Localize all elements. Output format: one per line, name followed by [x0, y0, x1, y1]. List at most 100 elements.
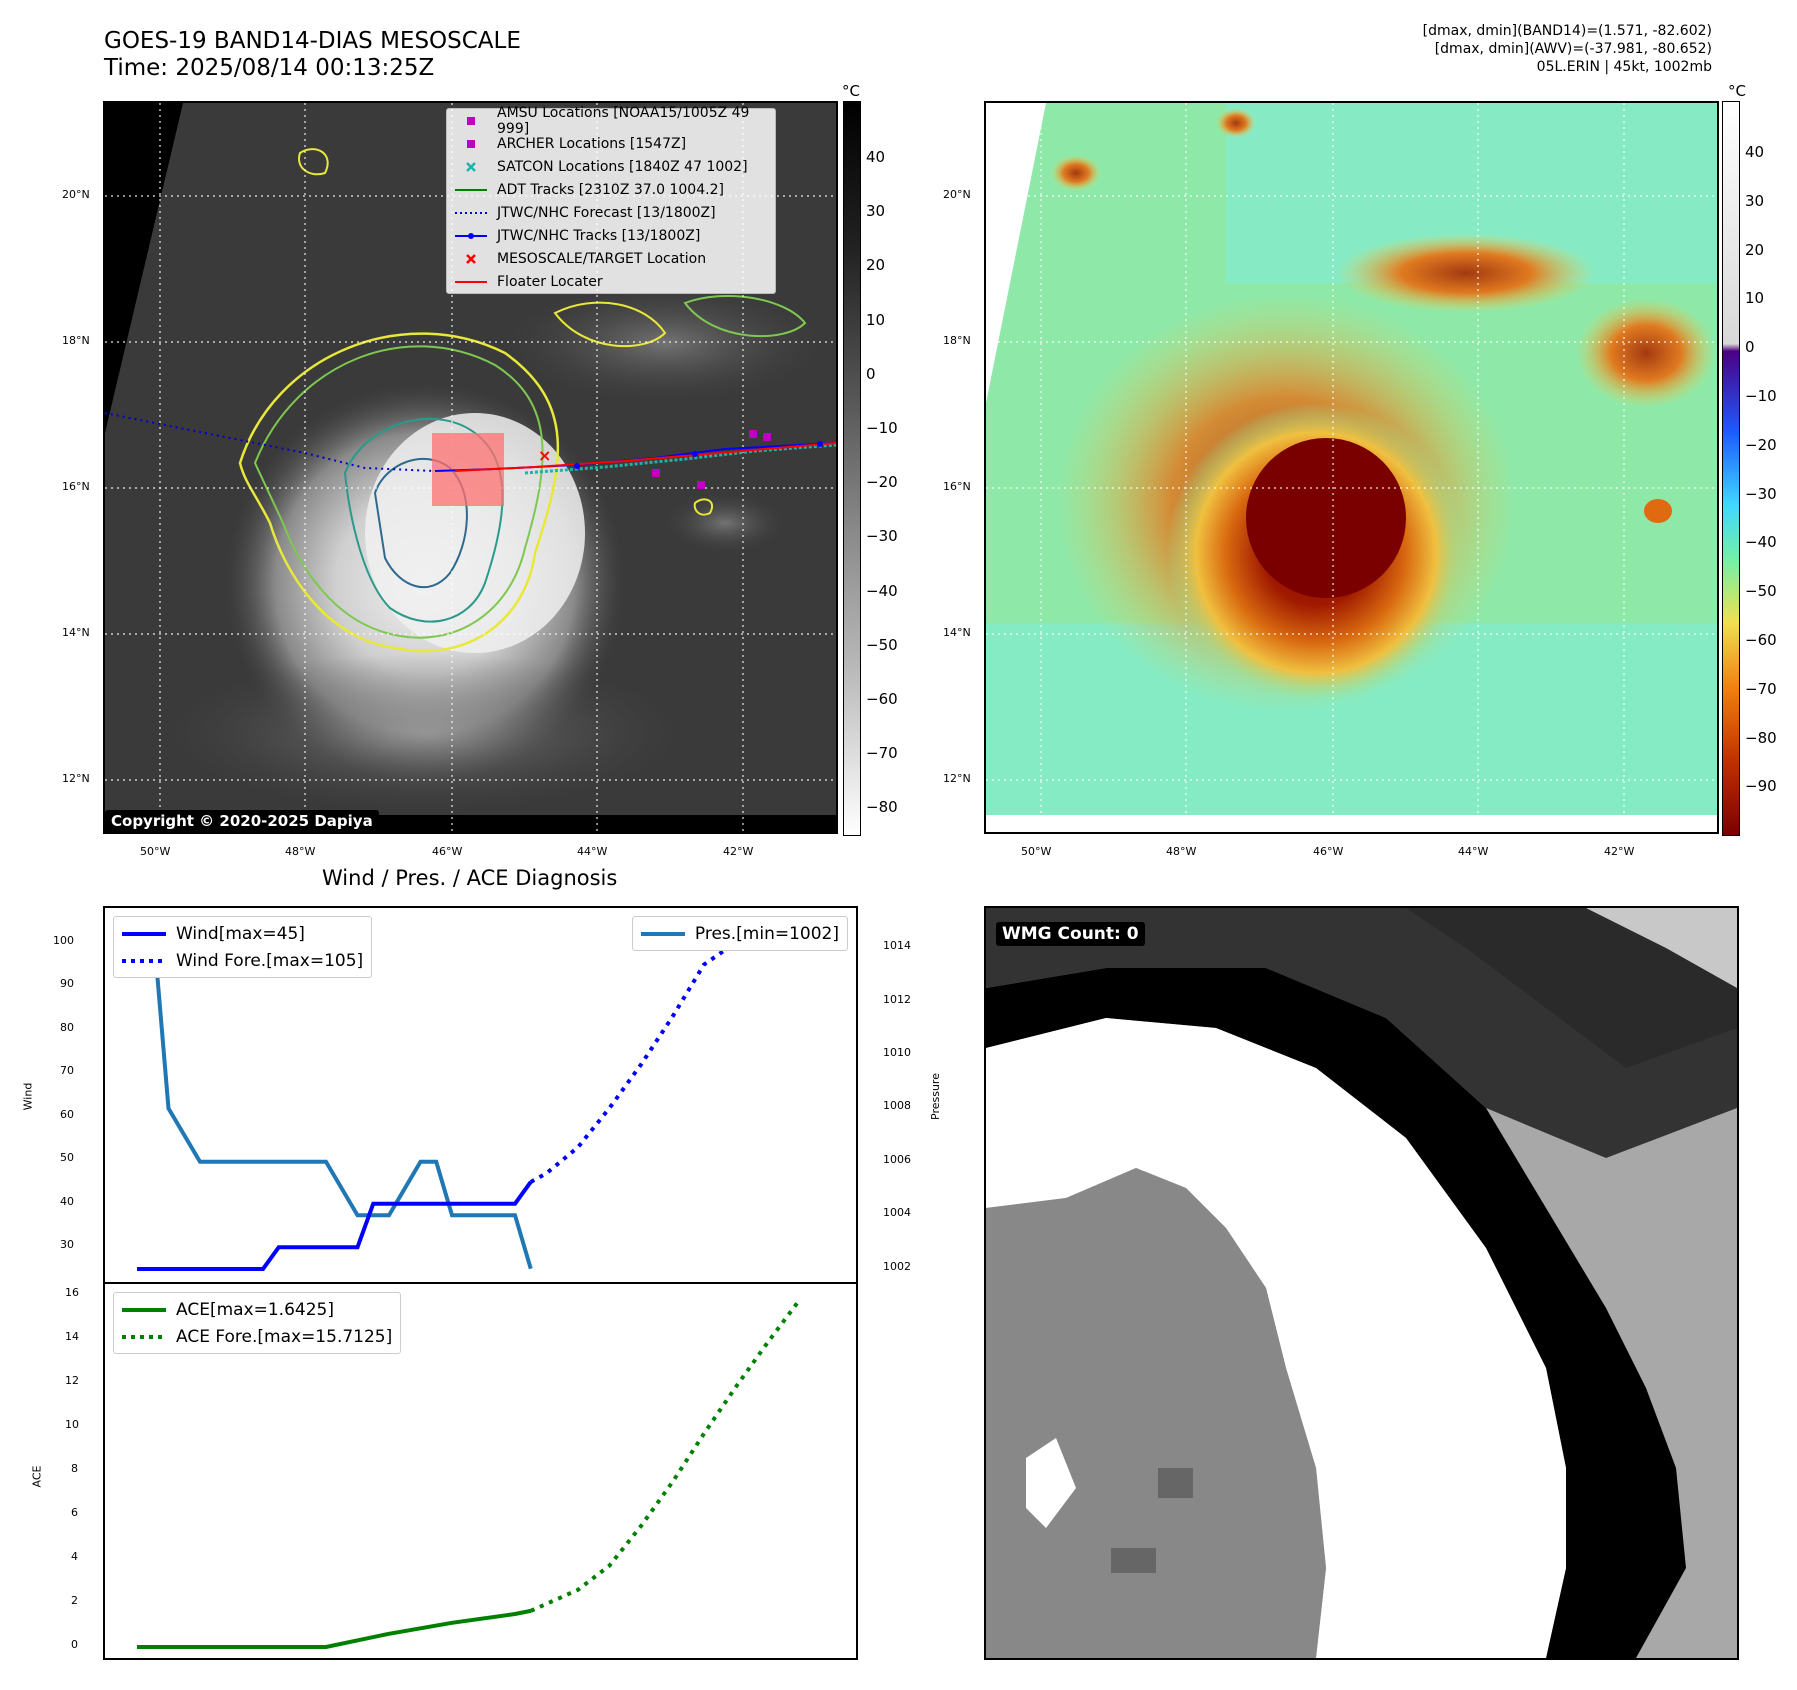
wind-tick-label: 60: [60, 1107, 74, 1121]
pres-legend: Pres.[min=1002]: [631, 916, 848, 951]
pres-legend-label: Pres.[min=1002]: [694, 923, 839, 944]
lat-tick-label: 20°N: [62, 188, 90, 201]
legend-symbol-icon: [455, 183, 487, 197]
map-legend-label: SATCON Locations [1840Z 47 1002]: [497, 158, 748, 175]
color-map: [986, 103, 1717, 832]
pressure-tick-label: 1002: [883, 1259, 911, 1273]
ace-tick-label: 10: [65, 1418, 79, 1431]
legend-symbol-icon: [455, 137, 487, 151]
cbar2-tick-label: −90: [1745, 777, 1777, 796]
ir-colorbar: [843, 101, 861, 836]
ace-legend: ACE[max=1.6425] ACE Fore.[max=15.7125]: [113, 1292, 402, 1354]
floater-locater-line: [454, 442, 836, 472]
wmg-white-band: [986, 1018, 1566, 1658]
wind-pres-panel: Wind[max=45] Wind Fore.[max=105] Pres.[m…: [103, 906, 858, 1284]
wind-fore-legend-entry: Wind Fore.[max=105]: [122, 947, 363, 974]
cbar2-tick-label: −70: [1745, 679, 1777, 698]
ace-tick-label: 16: [65, 1286, 79, 1299]
wind-tick-label: 50: [60, 1151, 74, 1165]
cbar2-tick-label: 10: [1745, 289, 1765, 308]
wind-legend: Wind[max=45] Wind Fore.[max=105]: [113, 916, 373, 978]
lat-tick-label: 16°N: [62, 480, 90, 493]
map-legend-label: AMSU Locations [NOAA15/1005Z 49 999]: [497, 104, 750, 137]
ace-plot: [137, 1300, 801, 1649]
title-line-2: Time: 2025/08/14 00:13:25Z: [104, 55, 435, 81]
lon-tick-label: 42°W: [1604, 845, 1635, 858]
legend-symbol-icon: [455, 206, 487, 220]
cbar1-tick-label: −30: [866, 527, 898, 546]
pressure-tick-label: 1008: [883, 1099, 911, 1113]
color-colorbar: [1722, 101, 1740, 836]
wind-forecast-line: [529, 919, 800, 1184]
ace-fore-legend-label: ACE Fore.[max=15.7125]: [176, 1326, 393, 1347]
lon-tick-label: 50°W: [140, 845, 171, 858]
cbar2-tick-label: −40: [1745, 533, 1777, 552]
figure-title: GOES-19 BAND14-DIAS MESOSCALE Time: 2025…: [104, 28, 521, 82]
wind-series-line: [137, 1180, 533, 1271]
cbar1-tick-label: −50: [866, 635, 898, 654]
pressure-series-line: [137, 919, 533, 1270]
cbar2-unit: °C: [1728, 82, 1746, 100]
cbar1-tick-label: −80: [866, 798, 898, 817]
cbar2-tick-label: −60: [1745, 631, 1777, 649]
pressure-tick-label: 1006: [883, 1152, 911, 1166]
wind-legend-label: Wind[max=45]: [176, 923, 305, 944]
map-legend-entry: ARCHER Locations [1547Z]: [447, 132, 775, 155]
ace-tick-label: 6: [71, 1506, 78, 1519]
lon-tick-label: 48°W: [1166, 845, 1197, 858]
legend-symbol-icon: [455, 114, 487, 128]
wind-pres-plot: [137, 919, 800, 1271]
awv-range: [dmax, dmin](AWV)=(-37.981, -80.652): [1434, 41, 1712, 57]
cbar1-tick-label: 40: [866, 148, 886, 166]
wind-tick-label: 40: [60, 1194, 74, 1208]
ir-map-panel: × AMSU Locations [NOAA15/1005Z 49 999] AR…: [103, 101, 838, 834]
cbar2-tick-label: −30: [1745, 484, 1777, 503]
legend-symbol-icon: [455, 160, 487, 174]
ace-legend-entry: ACE[max=1.6425]: [122, 1296, 392, 1323]
cbar2-tick-label: −80: [1745, 728, 1777, 747]
lon-tick-label: 42°W: [723, 845, 754, 858]
map-legend-entry: JTWC/NHC Forecast [13/1800Z]: [447, 201, 775, 224]
cbar1-tick-label: −10: [866, 419, 898, 437]
forecast-track: [105, 412, 436, 472]
storm-info: 05L.ERIN | 45kt, 1002mb: [1536, 59, 1712, 75]
map-legend-entry: Floater Locater: [447, 270, 775, 293]
lon-tick-label: 46°W: [432, 845, 463, 858]
wmg-panel: WMG Count: 0: [984, 906, 1739, 1660]
cbar1-tick-label: −60: [866, 690, 898, 708]
map-legend-entry: MESOSCALE/TARGET Location: [447, 247, 775, 270]
cbar1-tick-label: −40: [866, 581, 898, 600]
wind-tick-label: 100: [53, 933, 74, 947]
pressure-tick-label: 1004: [883, 1206, 911, 1220]
cbar2-tick-label: 40: [1745, 143, 1765, 161]
lat-tick-label: 18°N: [62, 334, 90, 347]
ace-tick-label: 14: [65, 1330, 79, 1343]
wind-fore-legend-label: Wind Fore.[max=105]: [176, 950, 364, 971]
no-data-region-2: [986, 103, 1046, 403]
band14-range: [dmax, dmin](BAND14)=(1.571, -82.602): [1422, 23, 1712, 39]
lon-tick-label: 46°W: [1313, 845, 1344, 858]
ace-forecast-line: [529, 1300, 801, 1613]
lon-tick-label: 50°W: [1021, 845, 1052, 858]
cbar1-tick-label: −70: [866, 744, 898, 763]
cbar1-tick-label: 20: [866, 256, 886, 275]
ace-legend-label: ACE[max=1.6425]: [176, 1299, 334, 1320]
wmg-count-badge: WMG Count: 0: [996, 922, 1145, 946]
map-legend-entry: SATCON Locations [1840Z 47 1002]: [447, 155, 775, 178]
map-legend-entry: AMSU Locations [NOAA15/1005Z 49 999]: [447, 105, 775, 137]
ace-tick-label: 8: [71, 1462, 78, 1475]
pressure-tick-label: 1014: [883, 939, 911, 953]
map-legend-entry: ADT Tracks [2310Z 37.0 1004.2]: [447, 178, 775, 201]
lat-tick-label: 12°N: [62, 772, 90, 785]
cbar2-tick-label: 30: [1745, 191, 1765, 210]
wind-tick-label: 90: [60, 977, 74, 991]
pressure-ylabel: Pressure: [928, 1073, 942, 1120]
lat-tick-label: 16°N: [943, 480, 971, 493]
legend-symbol-icon: [455, 252, 487, 266]
ace-panel: ACE[max=1.6425] ACE Fore.[max=15.7125]: [103, 1282, 858, 1660]
map-legend-label: JTWC/NHC Forecast [13/1800Z]: [497, 204, 716, 221]
lat-tick-label: 14°N: [943, 626, 971, 639]
satcon-track: [524, 443, 836, 475]
wmg-gray-core: [986, 1168, 1326, 1658]
map-legend-label: JTWC/NHC Tracks [13/1800Z]: [497, 227, 701, 244]
